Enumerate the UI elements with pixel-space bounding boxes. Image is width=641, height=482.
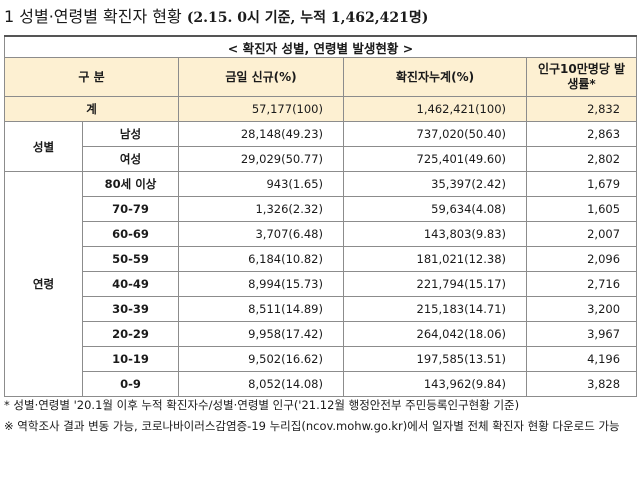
table-row-age: 0-9 8,052(14.08) 143,962(9.84) 3,828 bbox=[5, 371, 638, 397]
new-cell: 8,994(15.73) bbox=[178, 271, 344, 297]
header-category: 구 분 bbox=[4, 57, 179, 97]
footnote-download: ※ 역학조사 결과 변동 가능, 코로나바이러스감염증-19 누리집(ncov.… bbox=[4, 419, 620, 433]
new-cell: 6,184(10.82) bbox=[178, 246, 344, 272]
row-label: 남성 bbox=[82, 121, 179, 147]
table-caption: < 확진자 성별, 연령별 발생현황 > bbox=[3, 35, 638, 58]
row-label: 0-9 bbox=[82, 371, 179, 397]
row-label: 30-39 bbox=[82, 296, 179, 322]
gender-group-label: 성별 bbox=[4, 121, 83, 172]
table-row-total: 계 57,177(100) 1,462,421(100) 2,832 bbox=[4, 96, 638, 122]
row-label: 60-69 bbox=[82, 221, 179, 247]
cumulative-cell: 59,634(4.08) bbox=[343, 196, 527, 222]
header-rate: 인구10만명당 발생률* bbox=[525, 57, 638, 97]
table-caption-row: < 확진자 성별, 연령별 발생현황 > bbox=[3, 35, 638, 58]
new-cell: 8,052(14.08) bbox=[178, 371, 344, 397]
rate-cell: 3,200 bbox=[525, 296, 638, 322]
table-row-age: 60-69 3,707(6.48) 143,803(9.83) 2,007 bbox=[5, 221, 638, 247]
row-label: 20-29 bbox=[82, 321, 179, 347]
table-row-age: 10-19 9,502(16.62) 197,585(13.51) 4,196 bbox=[5, 346, 638, 372]
cases-table: < 확진자 성별, 연령별 발생현황 > 구 분 금일 신규(%) 확진자누계(… bbox=[3, 35, 638, 397]
cumulative-cell: 143,803(9.83) bbox=[343, 221, 527, 247]
cumulative-cell: 197,585(13.51) bbox=[343, 346, 527, 372]
table-row-age: 30-39 8,511(14.89) 215,183(14.71) 3,200 bbox=[5, 296, 638, 322]
rate-cell: 2,802 bbox=[525, 146, 638, 172]
new-cell: 3,707(6.48) bbox=[178, 221, 344, 247]
row-label: 10-19 bbox=[82, 346, 179, 372]
cumulative-cell: 737,020(50.40) bbox=[343, 121, 527, 147]
new-cell: 943(1.65) bbox=[178, 171, 344, 197]
rate-cell: 1,605 bbox=[525, 196, 638, 222]
new-cell: 9,502(16.62) bbox=[178, 346, 344, 372]
rate-cell: 2,096 bbox=[525, 246, 638, 272]
rate-cell: 3,828 bbox=[525, 371, 638, 397]
cumulative-cell: 215,183(14.71) bbox=[343, 296, 527, 322]
cumulative-cell: 221,794(15.17) bbox=[343, 271, 527, 297]
total-rate: 2,832 bbox=[525, 96, 638, 122]
cumulative-cell: 143,962(9.84) bbox=[343, 371, 527, 397]
rate-cell: 2,716 bbox=[525, 271, 638, 297]
table-row-age: 50-59 6,184(10.82) 181,021(12.38) 2,096 bbox=[5, 246, 638, 272]
header-cumulative: 확진자누계(%) bbox=[343, 57, 527, 97]
rate-cell: 1,679 bbox=[525, 171, 638, 197]
row-label: 80세 이상 bbox=[82, 171, 179, 197]
rate-cell: 4,196 bbox=[525, 346, 638, 372]
cumulative-cell: 35,397(2.42) bbox=[343, 171, 527, 197]
page-heading: 1 성별·연령별 확진자 현황 (2.15. 0시 기준, 누적 1,462,4… bbox=[4, 5, 428, 29]
row-label: 여성 bbox=[82, 146, 179, 172]
heading-title: 1 성별·연령별 확진자 현황 bbox=[4, 7, 187, 26]
rate-cell: 2,007 bbox=[525, 221, 638, 247]
footnotes: * 성별·연령별 '20.1월 이후 누적 확진자수/성별·연령별 인구('21… bbox=[4, 395, 636, 437]
row-label: 70-79 bbox=[82, 196, 179, 222]
footnote-definition: * 성별·연령별 '20.1월 이후 누적 확진자수/성별·연령별 인구('21… bbox=[4, 398, 520, 412]
new-cell: 8,511(14.89) bbox=[178, 296, 344, 322]
rate-cell: 2,863 bbox=[525, 121, 638, 147]
new-cell: 9,958(17.42) bbox=[178, 321, 344, 347]
age-group-label: 연령 bbox=[4, 171, 83, 397]
header-new: 금일 신규(%) bbox=[178, 57, 344, 97]
total-cumulative: 1,462,421(100) bbox=[343, 96, 527, 122]
row-label: 40-49 bbox=[82, 271, 179, 297]
table-row-age: 20-29 9,958(17.42) 264,042(18.06) 3,967 bbox=[5, 321, 638, 347]
total-new: 57,177(100) bbox=[178, 96, 344, 122]
table-header-row: 구 분 금일 신규(%) 확진자누계(%) 인구10만명당 발생률* bbox=[4, 57, 638, 97]
new-cell: 29,029(50.77) bbox=[178, 146, 344, 172]
table-row-age: 40-49 8,994(15.73) 221,794(15.17) 2,716 bbox=[5, 271, 638, 297]
table-row-age: 연령 80세 이상 943(1.65) 35,397(2.42) 1,679 bbox=[4, 171, 638, 397]
table-row-gender: 여성 29,029(50.77) 725,401(49.60) 2,802 bbox=[5, 146, 638, 172]
row-label: 50-59 bbox=[82, 246, 179, 272]
cumulative-cell: 264,042(18.06) bbox=[343, 321, 527, 347]
rate-cell: 3,967 bbox=[525, 321, 638, 347]
table-row-gender: 성별 남성 28,148(49.23) 737,020(50.40) 2,863 bbox=[4, 121, 638, 172]
new-cell: 28,148(49.23) bbox=[178, 121, 344, 147]
table-row-age: 70-79 1,326(2.32) 59,634(4.08) 1,605 bbox=[5, 196, 638, 222]
cumulative-cell: 725,401(49.60) bbox=[343, 146, 527, 172]
total-label: 계 bbox=[4, 96, 179, 122]
cumulative-cell: 181,021(12.38) bbox=[343, 246, 527, 272]
heading-date-note: (2.15. 0시 기준, 누적 1,462,421명) bbox=[186, 10, 429, 26]
new-cell: 1,326(2.32) bbox=[178, 196, 344, 222]
